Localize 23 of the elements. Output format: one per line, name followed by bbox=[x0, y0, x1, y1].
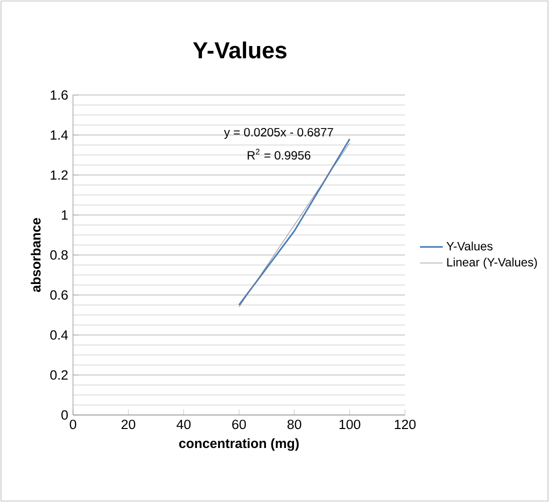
x-tick-label: 20 bbox=[122, 420, 136, 430]
y-tick-label: 0.4 bbox=[50, 330, 68, 340]
y-tick-label: 1.2 bbox=[50, 170, 68, 180]
chart-title: Y-Values bbox=[193, 42, 286, 58]
annotation: R$^{2}$ = 0.9956 bbox=[248, 148, 310, 160]
x-tick-label: 120 bbox=[394, 420, 416, 430]
annotation: y = 0.0205x - 0.6877 bbox=[224, 128, 334, 139]
y-tick-label: 1.4 bbox=[50, 130, 68, 140]
x-tick-label: 0 bbox=[70, 420, 76, 430]
y-tick-label: 0 bbox=[61, 410, 68, 420]
y-tick-label: 0.6 bbox=[50, 290, 68, 300]
y-tick-label: 0.8 bbox=[50, 250, 68, 260]
y-axis-title: absorbance bbox=[30, 218, 41, 292]
legend-label: Y-Values bbox=[446, 242, 493, 250]
x-axis-title: concentration (mg) bbox=[179, 438, 299, 451]
legend-label: Linear (Y-Values) bbox=[447, 258, 537, 269]
x-tick-label: 100 bbox=[340, 420, 360, 430]
y-tick-label: 1.6 bbox=[50, 90, 68, 100]
x-tick-label: 60 bbox=[232, 420, 246, 430]
y-tick-label: 1 bbox=[62, 210, 68, 220]
x-tick-label: 40 bbox=[176, 420, 191, 430]
x-tick-label: 80 bbox=[288, 420, 302, 430]
y-tick-label: 0.2 bbox=[50, 370, 68, 380]
